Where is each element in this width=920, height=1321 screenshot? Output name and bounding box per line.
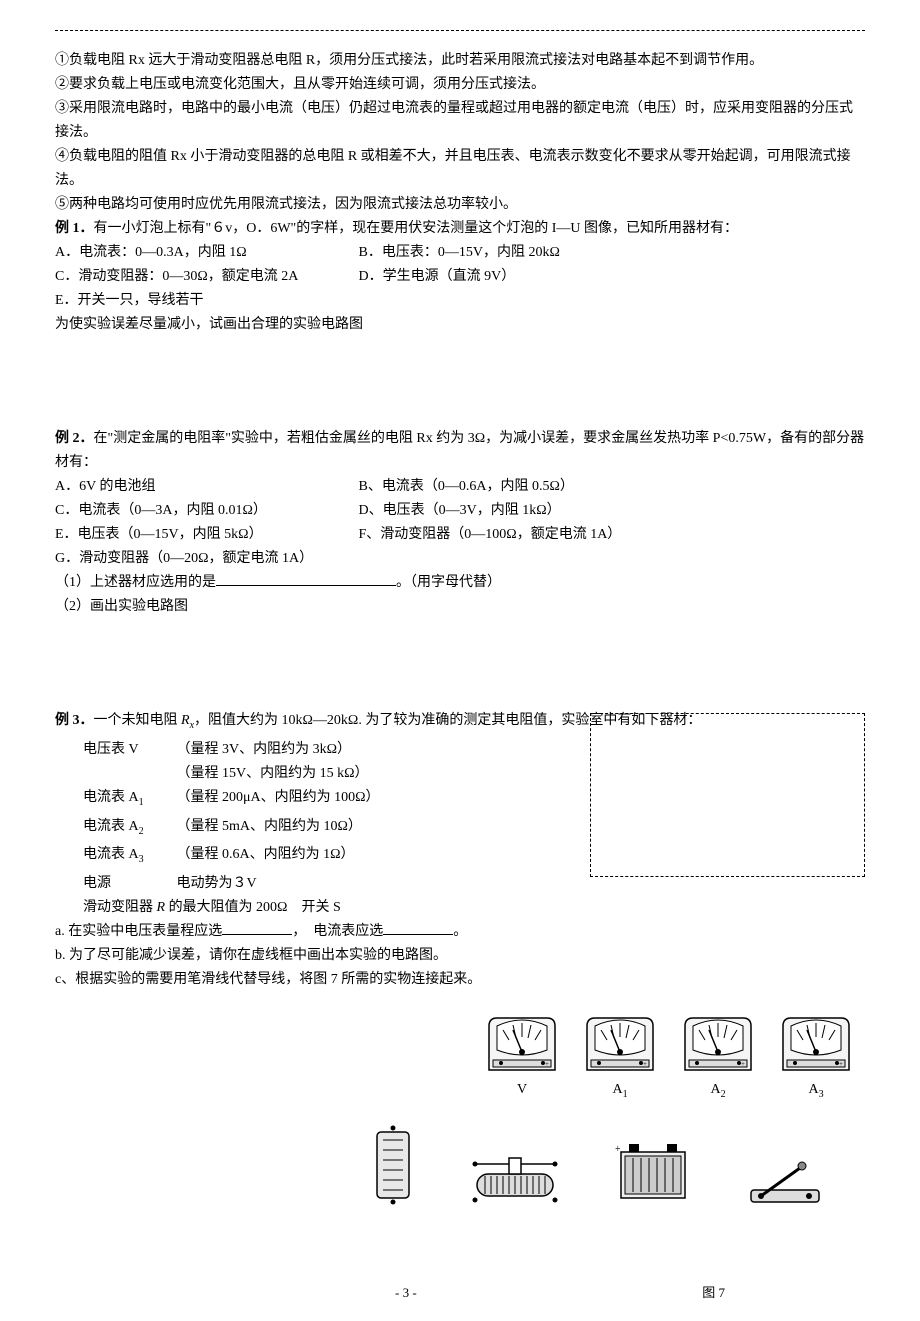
ex1-stem: 例 1．有一小灯泡上标有"６v，O．6W"的字样，现在要用伏安法测量这个灯泡的 … [55, 217, 865, 241]
meter-v-label: V [517, 1082, 527, 1098]
ex2-row2: C．电流表（0—3A，内阻 0.01Ω） D、电压表（0—3V，内阻 1kΩ） [55, 499, 865, 523]
ex1-title: 例 1． [55, 221, 94, 236]
ex1-opt-b: B．电压表：0—15V，内阻 20kΩ [359, 245, 560, 260]
ex2-q1: （1）上述器材应选用的是 。（用字母代替） [55, 571, 865, 595]
ex3-rheo-r: R [157, 900, 166, 915]
rule-5: ⑤两种电路均可使用时应优先用限流式接法，因为限流式接法总功率较小。 [55, 193, 865, 217]
ex3-qb: b. 为了尽可能减少误差，请你在虚线框中画出本实验的电路图。 [55, 944, 865, 968]
ex3-title: 例 3． [55, 713, 94, 728]
ex2-q1b: 。（用字母代替） [396, 575, 501, 590]
ex2-opt-f: F、滑动变阻器（0—100Ω，额定电流 1A） [359, 527, 622, 542]
svg-text:+: + [839, 1060, 843, 1068]
device-row: + [55, 1124, 865, 1206]
header-divider [55, 30, 865, 31]
rheostat-icon [469, 1146, 561, 1206]
ex2-q1a: （1）上述器材应选用的是 [55, 575, 216, 590]
meter-a1-block: + A1 [581, 1012, 659, 1100]
ex3-stem-a: 一个未知电阻 [94, 713, 182, 728]
ammeter-icon: + [581, 1012, 659, 1076]
ammeter-icon: + [777, 1012, 855, 1076]
ex3-v-spec1: （量程 3V、内阻约为 3kΩ） [177, 742, 352, 757]
ex1-opt-d: D．学生电源（直流 9V） [359, 269, 516, 284]
ex3-a1-label: 电流表 A1 [83, 786, 173, 815]
ex2-title: 例 2． [55, 431, 94, 446]
circuit-draw-box [590, 713, 865, 877]
ex3-qa-c: 。 [453, 924, 467, 939]
svg-text:+: + [545, 1060, 549, 1068]
ex2-opt-d: D、电压表（0—3V，内阻 1kΩ） [359, 503, 561, 518]
ex3-src-spec: 电动势为３V [177, 876, 257, 891]
meter-a3-block: + A3 [777, 1012, 855, 1100]
blank-fill [222, 920, 292, 935]
spacer [55, 337, 865, 427]
rule-4: ④负载电阻的阻值 Rx 小于滑动变阻器的总电阻 R 或相差不大，并且电压表、电流… [55, 145, 865, 193]
meter-row: + V + [55, 1012, 865, 1100]
figure-caption: 图 7 [702, 1282, 725, 1301]
ex1-task: 为使实验误差尽量减小，试画出合理的实验电路图 [55, 313, 865, 337]
rule-2: ②要求负载上电压或电流变化范围大，且从零开始连续可调，须用分压式接法。 [55, 73, 865, 97]
ex1-opt-e: E．开关一只，导线若干 [55, 289, 865, 313]
svg-text:+: + [643, 1060, 647, 1068]
ex3-a3-spec: （量程 0.6A、内阻约为 1Ω） [177, 847, 355, 862]
battery-icon: + [611, 1138, 695, 1206]
ex3-v-label: 电压表 V [83, 738, 173, 762]
ex1-options-row2: C．滑动变阻器：0—30Ω，额定电流 2A D．学生电源（直流 9V） [55, 265, 865, 289]
ex3-qa: a. 在实验中电压表量程应选 ， 电流表应选 。 [55, 920, 865, 944]
switch-icon [745, 1160, 825, 1206]
meter-a2-label: A2 [710, 1082, 725, 1100]
meter-a3-label: A3 [808, 1082, 823, 1100]
rule-1: ①负载电阻 Rx 远大于滑动变阻器总电阻 R，须用分压式接法，此时若采用限流式接… [55, 49, 865, 73]
svg-text:+: + [741, 1060, 745, 1068]
ex3-src-label: 电源 [83, 872, 173, 896]
ammeter-icon: + [679, 1012, 757, 1076]
meter-a1-label: A1 [612, 1082, 627, 1100]
ex2-stem: 例 2．在"测定金属的电阻率"实验中，若粗估金属丝的电阻 Rx 约为 3Ω，为减… [55, 427, 865, 475]
meter-v-block: + V [483, 1012, 561, 1100]
ex3-a2-label: 电流表 A2 [83, 815, 173, 844]
ex3-a2-spec: （量程 5mA、内阻约为 10Ω） [177, 819, 362, 834]
footer-row: - 3 - 图 7 [55, 1282, 865, 1301]
ex3-rx: R [181, 713, 190, 728]
ex3-a3-label: 电流表 A3 [83, 843, 173, 872]
ex3-qc: c、根据实验的需要用笔滑线代替导线，将图 7 所需的实物连接起来。 [55, 968, 865, 992]
voltmeter-icon: + [483, 1012, 561, 1076]
ex2-opt-a: A．6V 的电池组 [55, 475, 355, 499]
ex2-row3: E．电压表（0—15V，内阻 5kΩ） F、滑动变阻器（0—100Ω，额定电流 … [55, 523, 865, 547]
ex2-q2: （2）画出实验电路图 [55, 595, 865, 619]
ex3-a1-spec: （量程 200μA、内阻约为 100Ω） [177, 790, 380, 805]
ex1-opt-c: C．滑动变阻器：0—30Ω，额定电流 2A [55, 265, 355, 289]
page: ①负载电阻 Rx 远大于滑动变阻器总电阻 R，须用分压式接法，此时若采用限流式接… [0, 0, 920, 1321]
blank-fill [216, 571, 396, 586]
ex1-options-row1: A．电流表：0—0.3A，内阻 1Ω B．电压表：0—15V，内阻 20kΩ [55, 241, 865, 265]
page-number: - 3 - [395, 1285, 417, 1301]
rule-3: ③采用限流电路时，电路中的最小电流（电压）仍超过电流表的量程或超过用电器的额定电… [55, 97, 865, 145]
svg-text:+: + [615, 1144, 621, 1155]
ex2-opt-c: C．电流表（0—3A，内阻 0.01Ω） [55, 499, 355, 523]
ex3-rheo-b: 的最大阻值为 200Ω 开关 S [165, 900, 341, 915]
ex3-rheo-line: 滑动变阻器 R 的最大阻值为 200Ω 开关 S [55, 896, 865, 920]
ex3-v-spec2: （量程 15V、内阻约为 15 kΩ） [177, 766, 369, 781]
ex2-opt-e: E．电压表（0—15V，内阻 5kΩ） [55, 523, 355, 547]
ex2-opt-b: B、电流表（0—0.6A，内阻 0.5Ω） [359, 479, 574, 494]
ex3-qa-a: a. 在实验中电压表量程应选 [55, 924, 222, 939]
ex1-stem-text: 有一小灯泡上标有"６v，O．6W"的字样，现在要用伏安法测量这个灯泡的 I—U … [94, 221, 739, 236]
ex2-stem-text: 在"测定金属的电阻率"实验中，若粗估金属丝的电阻 Rx 约为 3Ω，为减小误差，… [55, 431, 864, 470]
ex3-qa-b: ， 电流表应选 [292, 924, 383, 939]
blank-fill [383, 920, 453, 935]
ex2-opt-g: G．滑动变阻器（0—20Ω，额定电流 1A） [55, 547, 865, 571]
resistor-icon [367, 1124, 419, 1206]
meter-a2-block: + A2 [679, 1012, 757, 1100]
spacer [55, 619, 865, 709]
ex1-opt-a: A．电流表：0—0.3A，内阻 1Ω [55, 241, 355, 265]
ex3-block: 例 3．一个未知电阻 Rx，阻值大约为 10kΩ—20kΩ. 为了较为准确的测定… [55, 709, 865, 920]
figure-area: + V + [55, 1012, 865, 1252]
ex3-rheo-a: 滑动变阻器 [83, 900, 157, 915]
ex2-row1: A．6V 的电池组 B、电流表（0—0.6A，内阻 0.5Ω） [55, 475, 865, 499]
